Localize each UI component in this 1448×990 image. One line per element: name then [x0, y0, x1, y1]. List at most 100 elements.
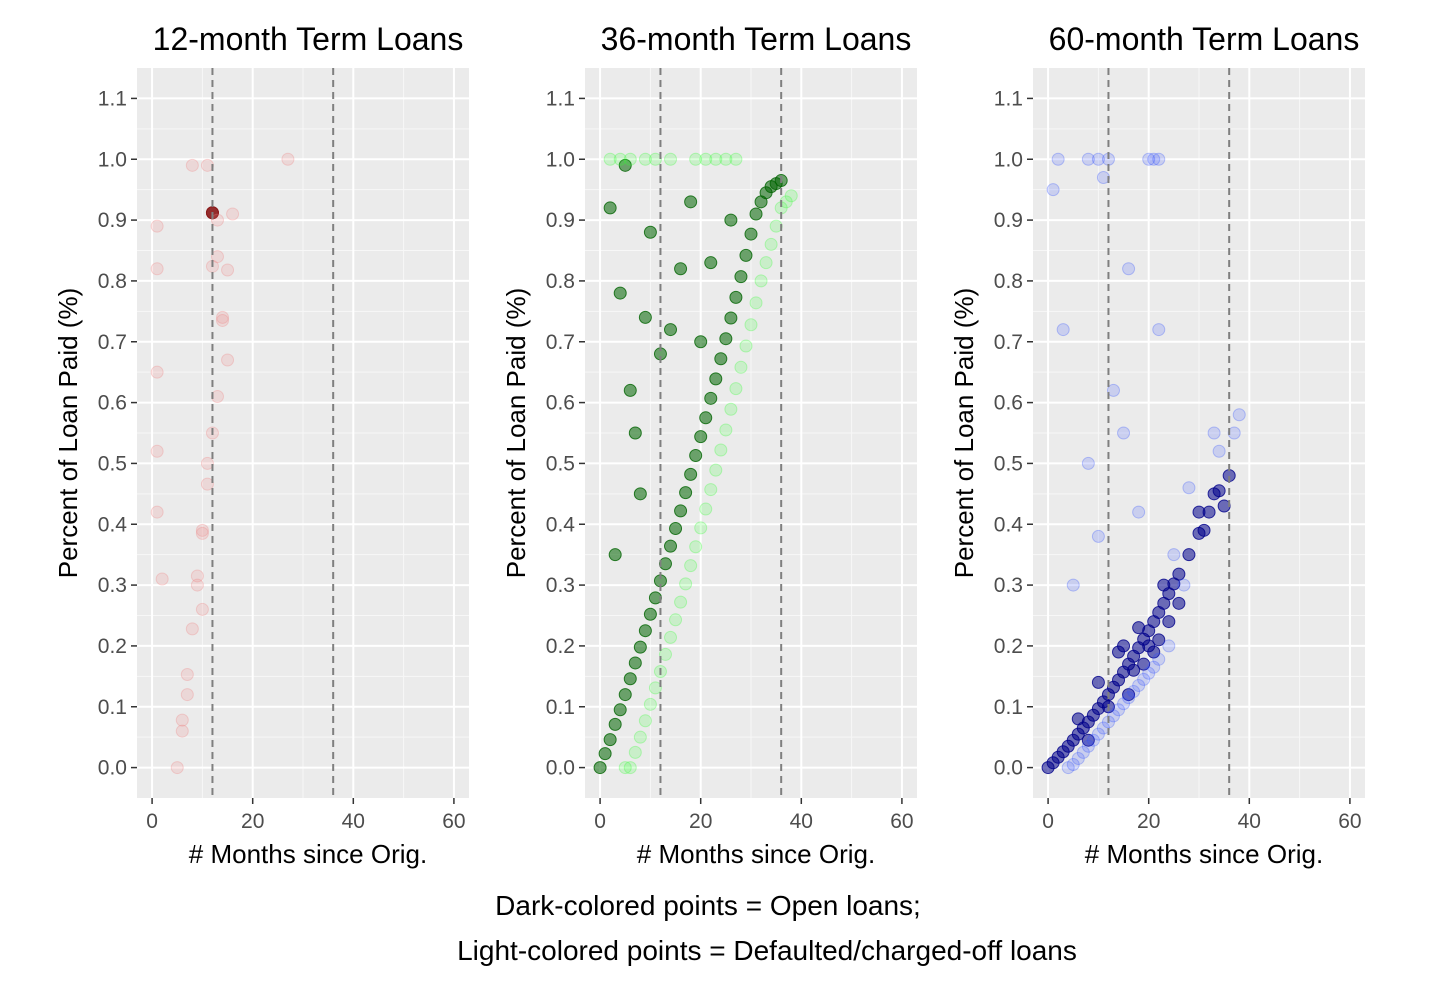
data-point-defaulted	[185, 622, 199, 636]
y-tick-label: 1.0	[98, 148, 127, 171]
data-point-open	[638, 310, 652, 324]
data-point-open	[734, 270, 748, 284]
data-point-defaulted	[1142, 666, 1156, 680]
data-point-defaulted	[734, 360, 748, 374]
data-point-open	[674, 504, 688, 518]
data-point-defaulted	[1132, 678, 1146, 692]
data-point-defaulted	[150, 444, 164, 458]
data-point-defaulted	[1162, 639, 1176, 653]
data-point-defaulted	[694, 521, 708, 535]
data-point-defaulted	[200, 477, 214, 491]
data-point-open	[628, 426, 642, 440]
data-point-open	[714, 352, 728, 366]
x-axis-title: # Months since Orig.	[189, 839, 427, 869]
data-point-open	[1207, 487, 1221, 501]
data-point-defaulted	[210, 213, 224, 227]
data-point-open	[623, 672, 637, 686]
panel-2: 0.0 0.1 0.2 0.3 0.4 0.5 0.6 0.7 0.8 0.9 1.0 1.1 0 20 4…	[501, 21, 917, 869]
data-point-open	[749, 207, 763, 221]
data-point-open	[729, 290, 743, 304]
data-point-defaulted	[1127, 685, 1141, 699]
data-point-defaulted	[744, 318, 758, 332]
data-point-defaulted	[719, 152, 733, 166]
y-tick-label: 0.2	[994, 635, 1023, 658]
data-point-defaulted	[648, 152, 662, 166]
data-point-open	[603, 201, 617, 215]
data-point-defaulted	[1091, 529, 1105, 543]
data-point-defaulted	[623, 761, 637, 775]
data-point-defaulted	[754, 274, 768, 288]
data-point-defaulted	[1152, 652, 1166, 666]
y-tick-label: 0.9	[98, 209, 127, 232]
data-point-defaulted	[195, 526, 209, 540]
data-point-open	[1172, 596, 1186, 610]
y-tick-label: 0.7	[546, 331, 575, 354]
data-point-open	[618, 158, 632, 172]
data-point-open	[1137, 657, 1151, 671]
data-point-defaulted	[1071, 751, 1085, 765]
data-point-defaulted	[1081, 456, 1095, 470]
data-point-defaulted	[281, 152, 295, 166]
data-point-open	[1091, 675, 1105, 689]
data-point-defaulted	[150, 262, 164, 276]
data-point-open	[603, 733, 617, 747]
data-point-defaulted	[714, 443, 728, 457]
data-point-defaulted	[1091, 152, 1105, 166]
data-point-defaulted	[1137, 672, 1151, 686]
panel-1: 0.0 0.1 0.2 0.3 0.4 0.5 0.6 0.7 0.8 0.9 1.0 1.1 0 20 4…	[53, 21, 469, 869]
x-tick-label: 20	[241, 810, 264, 833]
data-point-defaulted	[216, 310, 230, 324]
data-point-defaulted	[1147, 660, 1161, 674]
y-tick-label: 0.0	[98, 757, 127, 780]
data-point-defaulted	[1056, 323, 1070, 337]
data-point-open	[1132, 621, 1146, 635]
data-point-open	[739, 248, 753, 262]
data-point-defaulted	[150, 365, 164, 379]
y-tick-label: 1.1	[546, 87, 575, 110]
data-point-open	[613, 286, 627, 300]
data-point-open	[694, 430, 708, 444]
data-point-defaulted	[1117, 697, 1131, 711]
y-tick-label: 1.1	[994, 87, 1023, 110]
y-tick-label: 0.4	[994, 513, 1024, 536]
y-axis-title: Percent of Loan Paid (%)	[501, 288, 531, 579]
data-point-defaulted	[200, 456, 214, 470]
y-tick-label: 0.5	[546, 452, 575, 475]
data-point-defaulted	[1091, 727, 1105, 741]
data-point-defaulted	[704, 483, 718, 497]
y-tick-label: 0.6	[994, 392, 1023, 415]
data-point-defaulted	[1066, 578, 1080, 592]
x-tick-label: 60	[1338, 810, 1361, 833]
data-point-defaulted	[628, 745, 642, 759]
data-point-defaulted	[1142, 152, 1156, 166]
data-point-open	[623, 383, 637, 397]
data-point-defaulted	[1212, 444, 1226, 458]
data-point-defaulted	[190, 569, 204, 583]
data-point-defaulted	[669, 613, 683, 627]
data-point-open	[724, 311, 738, 325]
data-point-defaulted	[221, 263, 235, 277]
x-tick-label: 0	[594, 810, 606, 833]
data-point-defaulted	[180, 688, 194, 702]
data-point-defaulted	[1152, 323, 1166, 337]
data-point-defaulted	[1066, 758, 1080, 772]
y-tick-label: 0.1	[98, 696, 127, 719]
x-tick-label: 60	[890, 810, 913, 833]
data-point-open	[1147, 645, 1161, 659]
data-point-defaulted	[648, 681, 662, 695]
panel-title: 12-month Term Loans	[153, 21, 464, 57]
data-point-defaulted	[684, 559, 698, 573]
y-tick-label: 0.1	[546, 696, 575, 719]
data-point-defaulted	[638, 714, 652, 728]
data-point-open	[608, 548, 622, 562]
data-point-defaulted	[729, 152, 743, 166]
data-point-open	[694, 335, 708, 349]
caption-line-2: Light-colored points = Defaulted/charged…	[457, 935, 1077, 966]
data-point-open	[1117, 639, 1131, 653]
panel-title: 36-month Term Loans	[601, 21, 912, 57]
data-point-open	[1197, 523, 1211, 537]
data-point-defaulted	[221, 353, 235, 367]
y-tick-label: 0.1	[994, 696, 1023, 719]
data-point-open	[633, 487, 647, 501]
data-point-defaulted	[623, 152, 637, 166]
